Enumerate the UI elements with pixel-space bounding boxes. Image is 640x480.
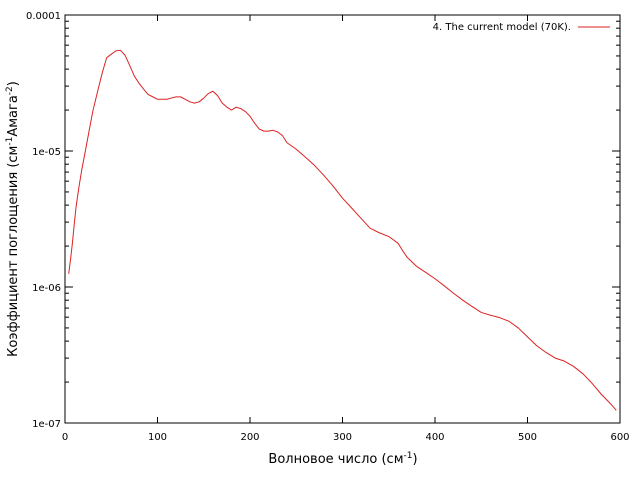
series-layer xyxy=(68,49,617,411)
x-axis-ticks: 0 100 200 300 400 500 600 xyxy=(62,15,630,443)
series-line xyxy=(68,49,617,411)
plot-frame xyxy=(64,14,621,424)
x-tick-label: 400 xyxy=(425,432,444,443)
y-tick-label: 0.0001 xyxy=(26,11,61,22)
y-axis-ticks: 1e-07 1e-06 1e-05 0.0001 xyxy=(26,11,620,430)
x-tick-label: 300 xyxy=(333,432,352,443)
x-tick-label: 500 xyxy=(518,432,537,443)
y-tick-label: 1e-07 xyxy=(32,419,61,430)
x-tick-label: 200 xyxy=(240,432,259,443)
legend: 4. The current model (70K). xyxy=(433,22,610,33)
y-axis-title: Коэффициент поглощения (см-1Амага-2) xyxy=(5,81,21,357)
x-tick-label: 0 xyxy=(62,432,68,443)
x-tick-label: 600 xyxy=(610,432,629,443)
x-axis-title: Волновое число (см-1) xyxy=(268,451,417,467)
x-tick-label: 100 xyxy=(148,432,167,443)
y-tick-label: 1e-06 xyxy=(32,283,61,294)
y-tick-label: 1e-05 xyxy=(32,147,61,158)
legend-label: 4. The current model (70K). xyxy=(433,22,571,33)
